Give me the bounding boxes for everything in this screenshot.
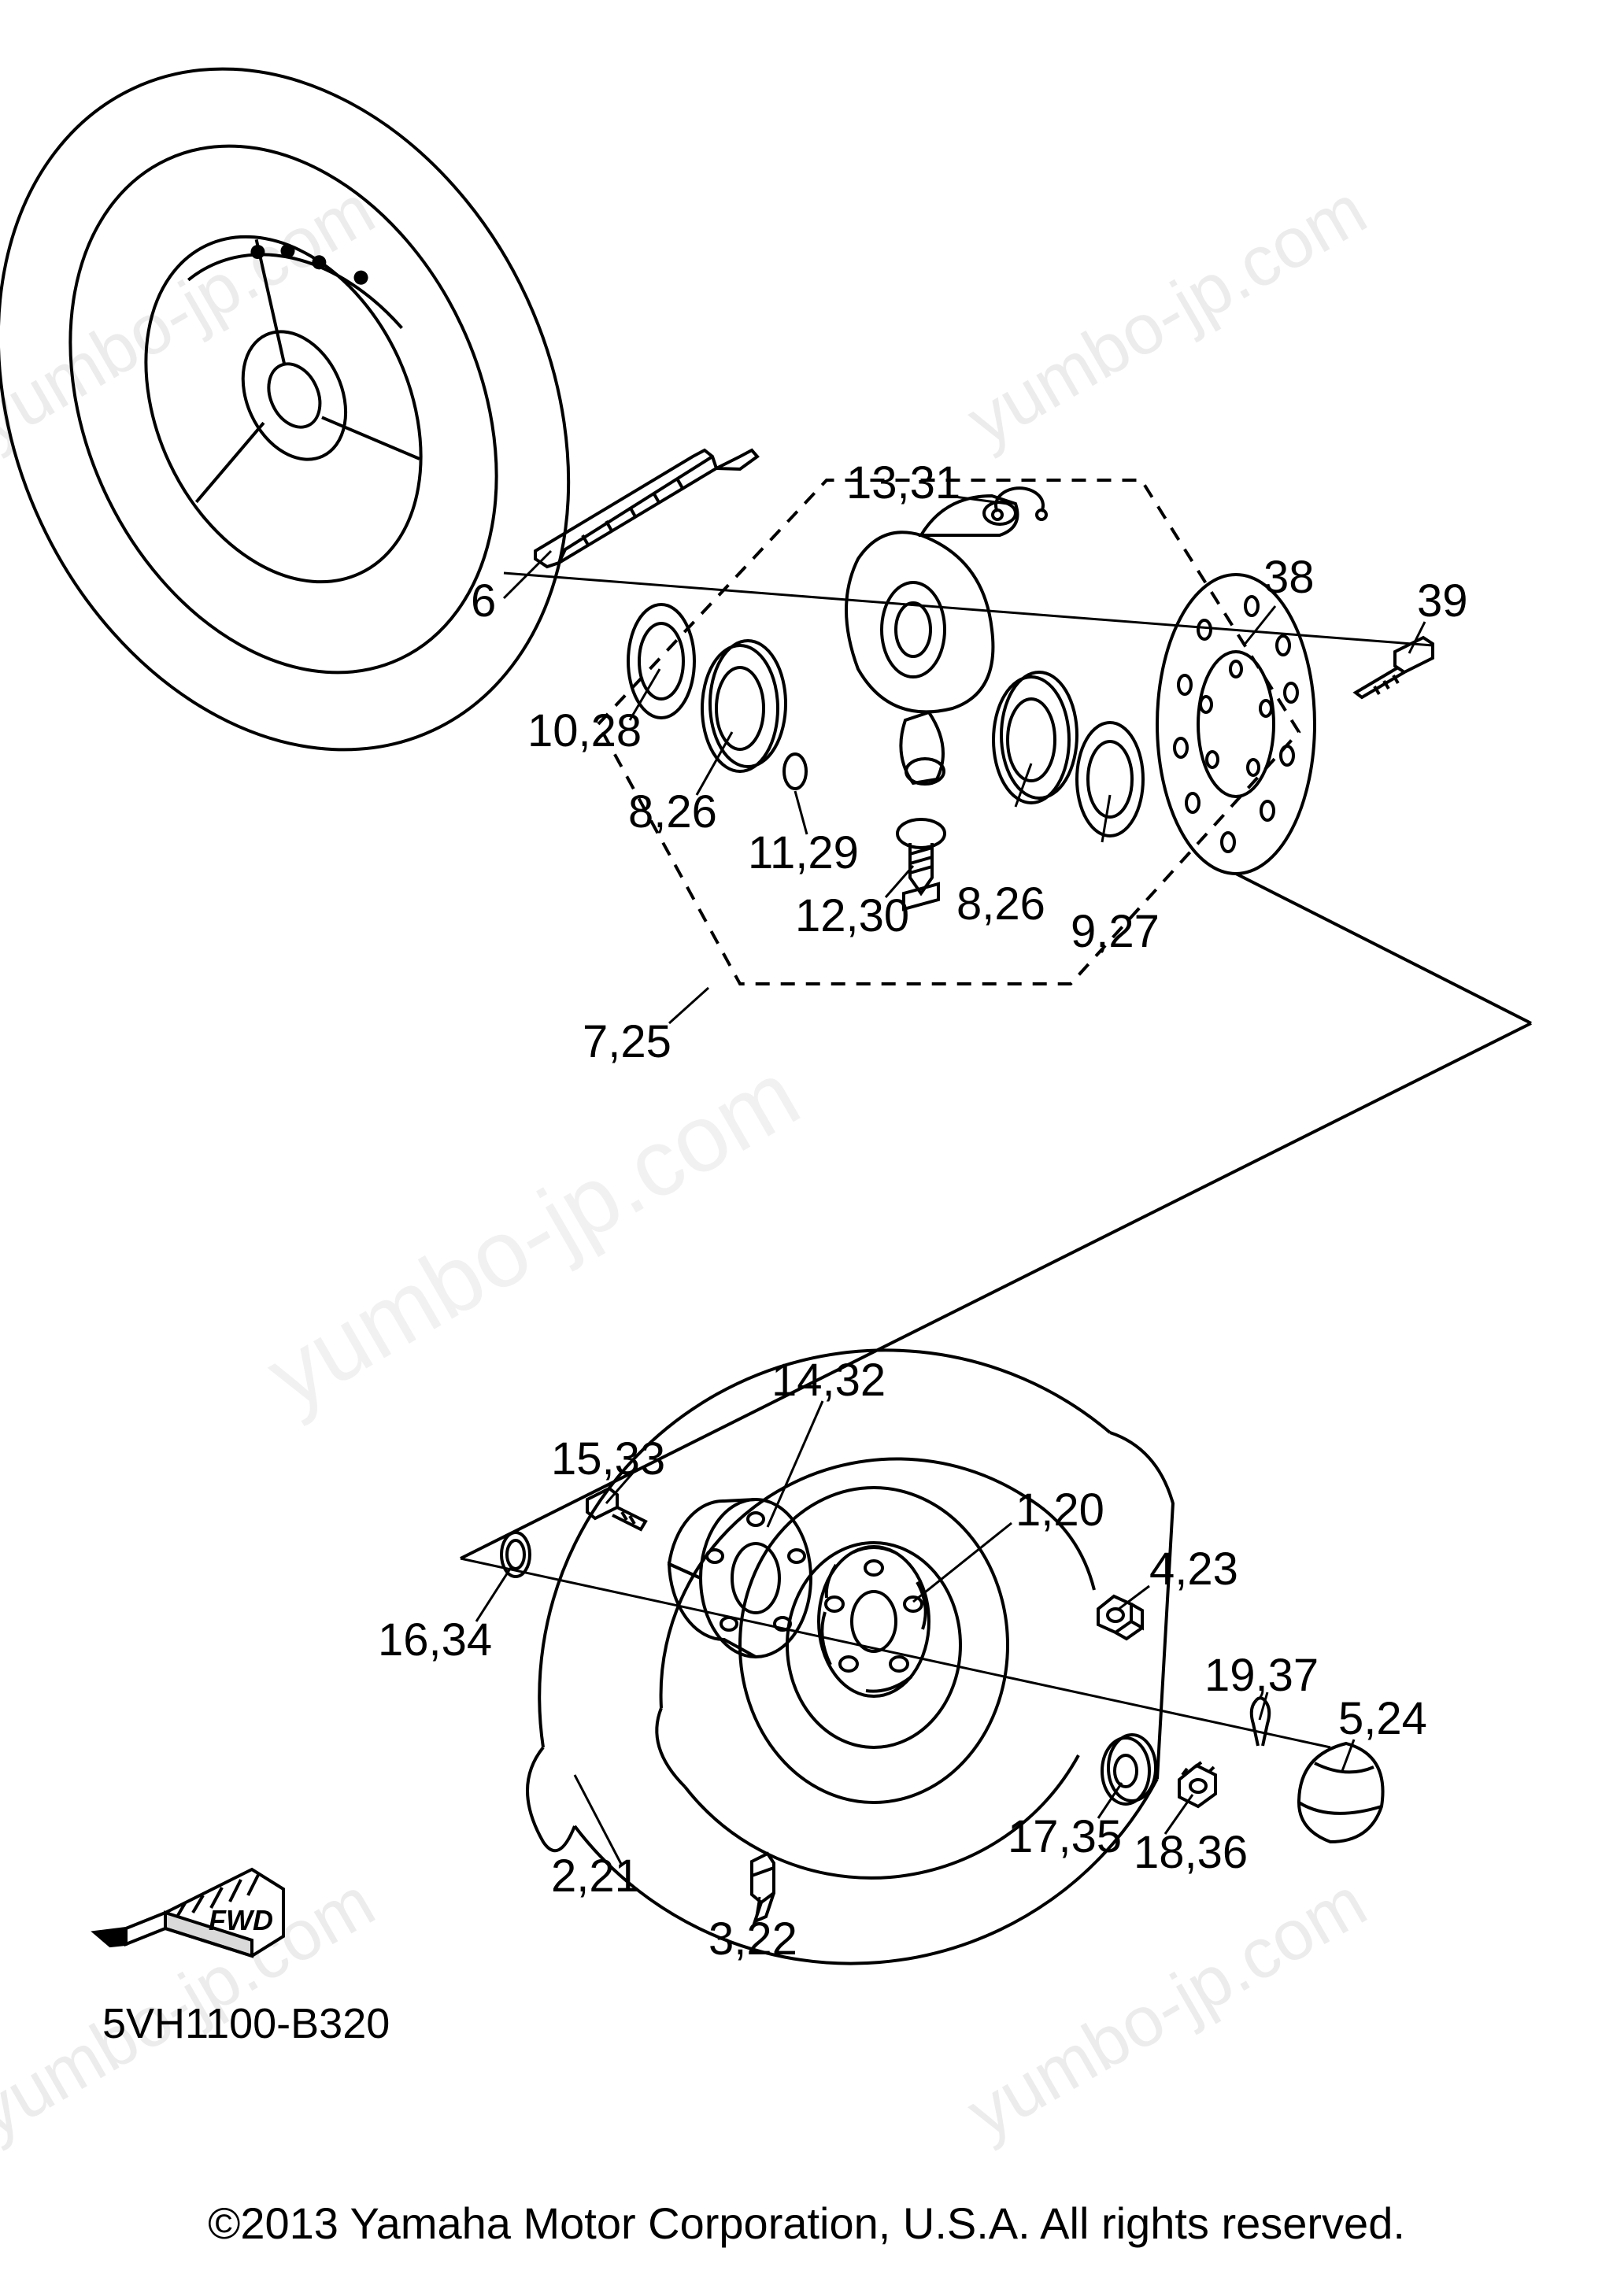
callout-14-32: 14,32: [771, 1354, 886, 1407]
callout-16-34: 16,34: [378, 1614, 492, 1666]
callout-5-24: 5,24: [1338, 1692, 1427, 1745]
copyright-text: ©2013 Yamaha Motor Corporation, U.S.A. A…: [0, 2198, 1613, 2249]
callout-15-33: 15,33: [551, 1433, 665, 1485]
callout-39: 39: [1417, 575, 1468, 627]
fwd-text: FWD: [209, 1904, 273, 1936]
callout-1-20: 1,20: [1016, 1484, 1104, 1536]
callout-8-26-left: 8,26: [628, 786, 717, 838]
diagram-container: yumbo-jp.com yumbo-jp.com yumbo-jp.com y…: [0, 0, 1613, 2296]
callout-18-36: 18,36: [1134, 1826, 1248, 1879]
callout-13-31: 13,31: [846, 457, 960, 509]
callout-4-23: 4,23: [1149, 1543, 1238, 1595]
callout-17-35: 17,35: [1008, 1810, 1122, 1863]
callout-38: 38: [1263, 551, 1315, 604]
diagram-code: 5VH1100-B320: [102, 1999, 390, 2048]
callout-12-30: 12,30: [795, 889, 909, 942]
callout-19-37: 19,37: [1204, 1649, 1319, 1702]
callout-6: 6: [471, 575, 496, 627]
callout-10-28: 10,28: [527, 704, 642, 757]
callout-2-21: 2,21: [551, 1850, 640, 1902]
callout-9-27: 9,27: [1071, 905, 1160, 958]
callout-11-29: 11,29: [748, 826, 859, 879]
callout-8-26-right: 8,26: [956, 878, 1045, 930]
diagram-svg: FWD: [0, 0, 1613, 2296]
callout-7-25: 7,25: [583, 1015, 671, 1068]
callout-3-22: 3,22: [708, 1913, 797, 1965]
